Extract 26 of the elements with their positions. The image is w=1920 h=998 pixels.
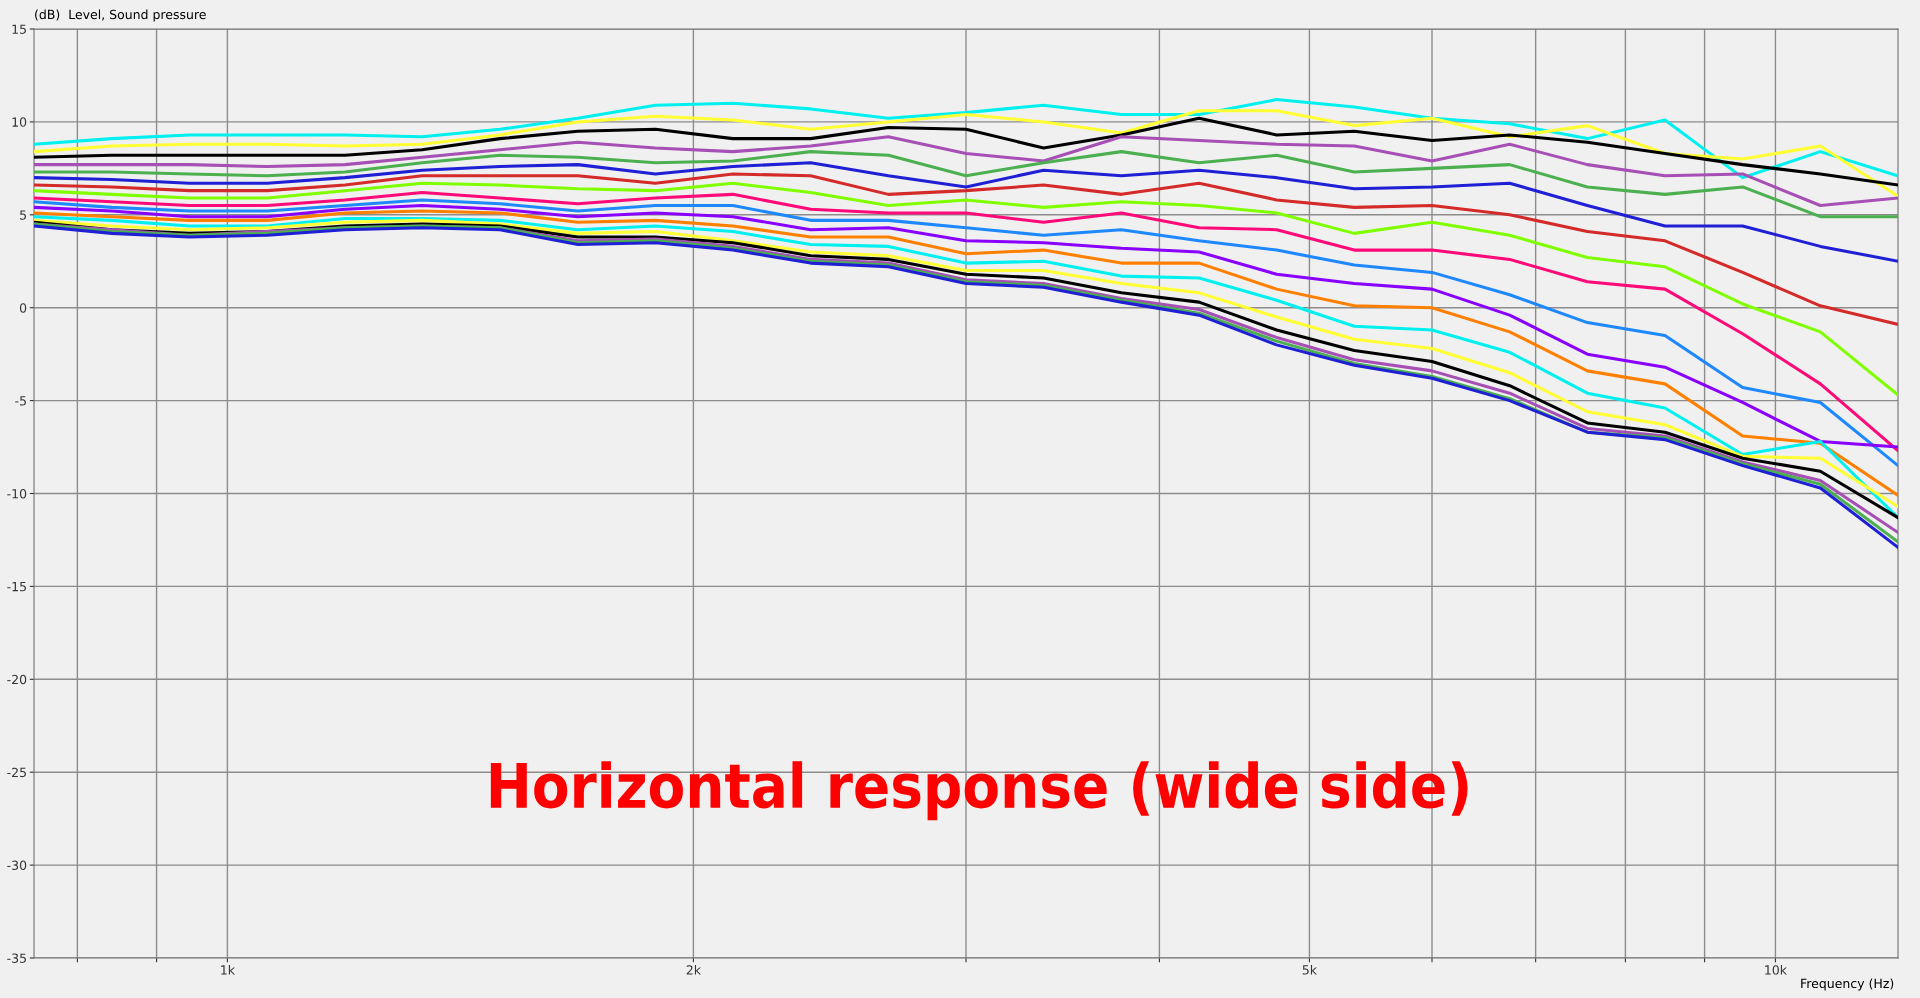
line-series xyxy=(34,116,1898,187)
annotation: Horizontal response (wide side) xyxy=(490,761,1468,821)
y-tick-label: -35 xyxy=(7,953,26,963)
y-axis-title: (dB) Level, Sound pressure xyxy=(35,9,206,22)
line-series xyxy=(34,109,1898,198)
line-series xyxy=(34,135,1898,208)
x-tick-label: 2k xyxy=(686,964,701,975)
y-tick-label: -20 xyxy=(7,674,27,685)
x-tick-label: 10k xyxy=(1765,964,1787,975)
y-tick-label: -30 xyxy=(7,860,27,871)
x-tick-label: 5k xyxy=(1302,964,1317,975)
y-tick-label: -15 xyxy=(7,582,26,592)
line-series xyxy=(34,172,1898,326)
line-series xyxy=(34,161,1898,263)
y-tick-label: -5 xyxy=(15,396,26,406)
y-tick-label: -25 xyxy=(7,767,26,778)
y-tick-label: 5 xyxy=(20,210,26,220)
line-series xyxy=(34,98,1898,180)
x-axis-title: Frequency (Hz) xyxy=(1801,978,1894,991)
line-series xyxy=(34,150,1898,219)
x-tick-label: 1k xyxy=(221,964,235,975)
line-series xyxy=(34,181,1898,397)
y-tick-label: 15 xyxy=(12,24,26,34)
y-tick-label: 10 xyxy=(12,117,27,127)
y-tick-label: -10 xyxy=(7,488,27,499)
y-tick-label: 0 xyxy=(19,303,27,313)
